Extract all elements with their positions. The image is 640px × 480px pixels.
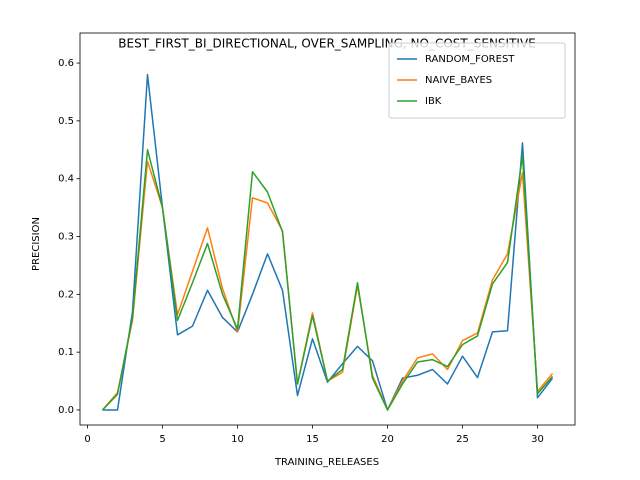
y-tick-label: 0.4 <box>58 174 74 185</box>
axes-frame <box>79 32 576 426</box>
y-tick-label: 0.5 <box>58 116 74 127</box>
legend-box <box>388 42 566 119</box>
x-tick-label: 15 <box>306 434 319 445</box>
y-tick-label: 0.2 <box>58 289 74 300</box>
legend-label: NAIVE_BAYES <box>425 75 492 86</box>
x-tick-label: 10 <box>231 434 244 445</box>
series-line <box>102 73 554 411</box>
x-axis-label: TRAINING_RELEASES <box>274 457 379 468</box>
x-tick-label: 20 <box>381 434 394 445</box>
y-tick-label: 0.1 <box>58 347 74 358</box>
x-tick-label: 30 <box>531 434 544 445</box>
series-line <box>101 149 554 411</box>
plot-area <box>101 73 554 411</box>
legend-label: RANDOM_FOREST <box>425 54 515 65</box>
legend-label: IBK <box>425 96 442 107</box>
x-tick-label: 25 <box>456 434 469 445</box>
y-axis-label: PRECISION <box>31 217 42 271</box>
y-tick-label: 0.0 <box>58 405 74 416</box>
x-tick-label: 0 <box>84 434 90 445</box>
y-tick-label: 0.6 <box>58 58 74 69</box>
y-tick-label: 0.3 <box>58 232 74 243</box>
x-tick-label: 5 <box>159 434 165 445</box>
